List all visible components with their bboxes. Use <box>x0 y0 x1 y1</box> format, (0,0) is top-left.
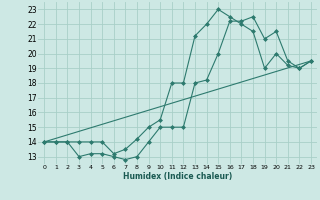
X-axis label: Humidex (Indice chaleur): Humidex (Indice chaleur) <box>123 172 232 181</box>
